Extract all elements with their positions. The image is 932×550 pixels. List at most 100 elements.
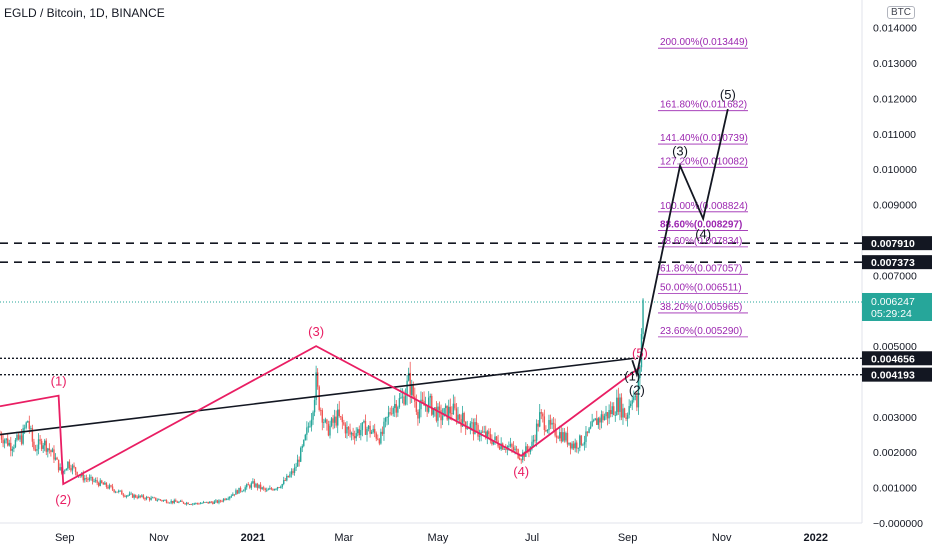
candle-body xyxy=(418,409,421,419)
candle-body xyxy=(134,495,137,498)
candle-body xyxy=(486,431,488,438)
y-tick-label: 0.014000 xyxy=(873,23,917,35)
candle-body xyxy=(156,500,158,501)
candle-body xyxy=(412,384,414,397)
candle-body xyxy=(523,452,525,457)
candle-body xyxy=(82,474,84,481)
candle-body xyxy=(14,439,17,448)
wave-new-label: (5) xyxy=(720,87,736,102)
candle-body xyxy=(327,424,330,436)
candle-body xyxy=(463,412,465,422)
candle-body xyxy=(185,502,188,505)
candle-body xyxy=(421,399,424,402)
candle-body xyxy=(353,436,356,439)
y-tick-label: 0.002000 xyxy=(873,447,917,459)
candle-body xyxy=(16,434,18,440)
candle-body xyxy=(151,497,154,499)
candle-body xyxy=(508,446,510,448)
candle-body xyxy=(70,468,72,471)
candle-body xyxy=(250,483,253,488)
candle-body xyxy=(54,457,57,460)
candle-body xyxy=(491,440,493,445)
candle-body xyxy=(483,431,485,433)
candle-body xyxy=(209,501,211,504)
candle-body xyxy=(17,434,20,440)
y-tick-label: −0.000000 xyxy=(873,518,923,530)
drawings[interactable]: (1)(2)(3)(4)(5)(1)(2)(3)(4)(5) xyxy=(0,87,736,507)
candle-body xyxy=(30,428,32,429)
fibonacci-levels[interactable]: 200.00%(0.013449) 161.80%(0.011682) 141.40… xyxy=(657,37,748,338)
candle-body xyxy=(131,493,134,498)
candle-body xyxy=(611,406,613,415)
candle-body xyxy=(199,503,202,505)
candle-body xyxy=(361,422,364,431)
candle-body xyxy=(172,500,174,503)
y-tick-label: 0.010000 xyxy=(873,164,917,176)
candle-body xyxy=(548,420,550,431)
candle-body xyxy=(116,491,118,493)
candle-body xyxy=(426,405,428,412)
candle-body xyxy=(7,438,9,446)
y-tick-label: 0.003000 xyxy=(873,412,917,424)
candle-body xyxy=(599,418,601,423)
candle-body xyxy=(364,420,367,435)
candle-body xyxy=(233,494,236,496)
candle-body xyxy=(369,425,371,434)
horizontal-level-box xyxy=(862,236,932,251)
candle-body xyxy=(23,427,26,429)
currency-badge[interactable]: BTC xyxy=(887,6,915,19)
candle-body xyxy=(127,495,129,497)
candle-body xyxy=(309,426,311,428)
candle-body xyxy=(144,498,146,500)
candle-body xyxy=(432,408,435,415)
candle-body xyxy=(213,501,216,504)
candle-body xyxy=(424,405,427,407)
candle-body xyxy=(11,448,14,451)
candle-body xyxy=(121,490,123,495)
last-price-box xyxy=(862,292,932,321)
fib-level-label: 78.60%(0.007834) xyxy=(660,236,742,247)
candle-body xyxy=(198,503,200,505)
candle-body xyxy=(22,428,24,444)
candle-body xyxy=(380,431,382,444)
candle-body xyxy=(88,477,91,480)
candle-body xyxy=(111,486,114,490)
candle-body xyxy=(515,448,518,450)
candle-body xyxy=(580,435,583,445)
candle-body xyxy=(73,465,75,468)
candle-body xyxy=(323,422,325,423)
candle-body xyxy=(196,503,199,504)
candle-body xyxy=(170,500,172,503)
candle-body xyxy=(212,502,214,504)
candle-body xyxy=(329,425,331,436)
candle-body xyxy=(446,405,448,420)
candle-body xyxy=(565,432,567,441)
y-tick-label: 0.007000 xyxy=(873,270,917,282)
candle-body xyxy=(207,501,209,504)
candle-body xyxy=(2,439,4,444)
y-tick-label: 0.011000 xyxy=(873,129,916,141)
horizontal-level-box xyxy=(862,255,932,270)
candle-body xyxy=(629,403,632,407)
candle-body xyxy=(283,480,285,485)
candle-body xyxy=(326,419,328,425)
candle-body xyxy=(588,428,590,433)
candle-body xyxy=(290,471,293,475)
candle-body xyxy=(110,485,112,487)
candle-body xyxy=(363,420,365,423)
candle-body xyxy=(372,428,374,432)
y-tick-label: 0.013000 xyxy=(873,58,917,70)
candle-body xyxy=(190,504,192,506)
candle-body xyxy=(192,503,194,505)
candle-body xyxy=(84,478,86,481)
candle-body xyxy=(158,499,160,501)
candle-body xyxy=(370,431,373,434)
candle-body xyxy=(276,487,279,489)
fib-level-label: 100.00%(0.008824) xyxy=(660,201,748,212)
wave-new-label: (2) xyxy=(629,382,645,397)
candle-body xyxy=(429,395,431,398)
candle-body xyxy=(303,439,305,446)
candle-body xyxy=(620,397,623,418)
